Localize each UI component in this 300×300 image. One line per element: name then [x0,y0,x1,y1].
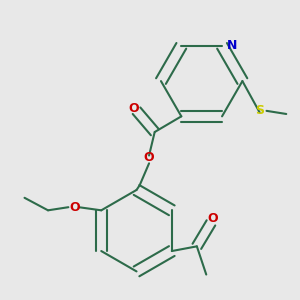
Text: O: O [144,151,154,164]
Text: S: S [255,104,264,117]
Text: O: O [69,201,80,214]
Text: O: O [207,212,218,225]
Text: O: O [128,102,139,115]
Text: N: N [227,39,237,52]
